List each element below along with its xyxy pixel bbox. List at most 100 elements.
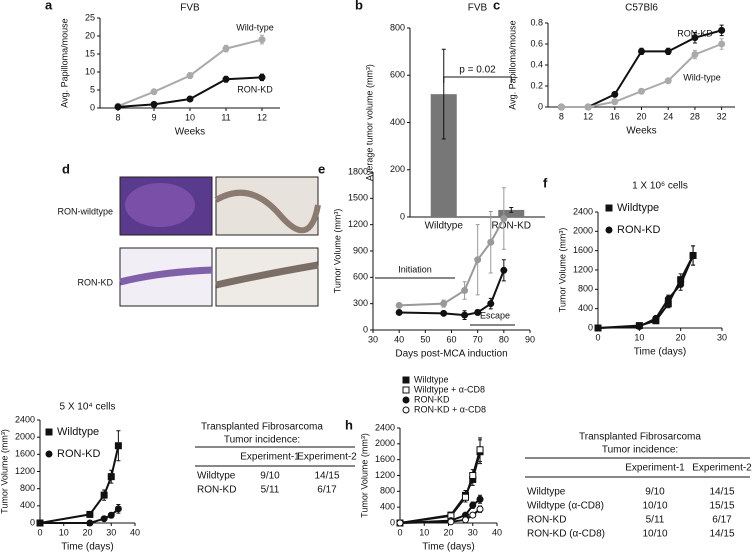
panel-label: f [543,175,548,190]
table-cell: 6/17 [317,485,337,496]
table-caption: Transplanted Fibrosarcoma [201,422,323,433]
marker [395,308,403,316]
table-cell: 9/10 [645,487,665,498]
table-header: Experiment-1 [240,452,300,463]
x-tick-label: 8 [559,111,564,121]
x-tick-label: 30 [717,332,727,342]
y-tick-label: 0 [400,211,405,221]
micrographs: d RON-wildtype RON-KD [57,161,321,307]
y-tick-label: 2000 [15,432,35,442]
marker [258,73,266,81]
x-tick-label: 0 [595,332,600,342]
legend-label: Wildtype + α-CD8 [414,384,485,394]
y-tick-label: 900 [353,245,368,255]
error-bar [509,207,514,213]
x-tick-label: 20 [82,527,92,537]
table-caption: Tumor incidence: [602,445,678,456]
y-tick-label: 400 [20,500,35,510]
y-tick-label: 800 [578,284,593,294]
marker [114,442,122,450]
panel-label: e [318,161,325,176]
x-tick-label: 0 [397,527,402,537]
marker [461,287,469,294]
legend-label: RON-KD + α-CD8 [414,404,486,414]
y-tick-label: 400 [390,117,405,127]
legend-marker [402,386,410,394]
y-tick-label: 0.8 [530,17,543,27]
x-axis-label: Weeks [175,127,205,138]
x-tick-label: 10 [59,527,69,537]
y-tick-label: 600 [390,70,405,80]
table-cell: Wildtype [197,471,236,482]
y-tick-label: 800 [390,22,405,32]
panel-label: d [62,161,70,176]
marker [474,256,482,264]
marker [584,103,592,111]
x-tick-label: 11 [221,112,230,122]
marker [500,215,508,223]
table-cell: 5/11 [646,515,665,526]
y-axis-label: Tumor Volume (mm³) [0,429,9,514]
y-tick-label: 2000 [375,438,395,448]
marker [107,511,115,519]
y-tick-label: 2400 [375,422,395,432]
annotation: Escape [480,310,510,320]
table-cell: 10/10 [642,501,667,512]
marker [440,309,448,317]
y-axis-label: Tumor Volume (mm³) [332,209,342,294]
table-header: Experiment-1 [625,463,685,474]
marker [611,90,619,98]
marker [107,473,115,481]
marker [100,515,108,523]
marker [638,87,645,95]
x-tick-label: 80 [499,334,509,344]
table-cell: RON-KD [197,485,236,496]
y-tick-label: 1200 [375,470,395,480]
table-cell: RON-KD [527,515,566,526]
x-tick-label: 30 [368,334,378,344]
y-tick-label: 0 [588,322,593,332]
table-cell: 5/11 [261,485,280,496]
tissue [214,189,321,234]
y-tick-label: 600 [353,272,368,282]
legend-label: Wildtype [617,202,659,214]
x-tick-label: 8 [115,112,120,122]
legend-marker [402,406,410,414]
y-tick-label: 1200 [15,466,35,476]
chart-title: C57Bl6 [625,3,658,14]
x-tick-label: 12 [257,112,267,122]
legend-marker [402,376,410,384]
marker [222,75,230,83]
x-tick-label: 90 [525,334,535,344]
y-tick-label: 0 [538,101,543,111]
x-tick-label: 50 [420,334,430,344]
error-bar [441,48,446,140]
y-tick-label: 2400 [573,206,593,216]
y-axis-label: Avg. Papilloma/mouse [59,18,69,107]
marker [447,518,455,526]
legend-marker [402,396,410,404]
y-tick-label: 2000 [573,226,593,236]
marker [114,505,122,513]
x-tick-label: 20 [443,527,453,537]
table-cell: Wildtype [527,487,566,498]
marker [186,72,194,80]
series-line [399,269,505,317]
row-label: RON-KD [78,277,114,287]
x-tick-label: 9 [151,112,156,122]
marker [718,40,726,48]
table-cell: 6/17 [712,515,732,526]
tissue [215,261,319,289]
x-axis-label: Weeks [626,126,656,137]
marker [557,103,565,111]
x-tick-label: RON-KD [492,221,531,232]
marker [461,311,469,319]
y-tick-label: 1500 [348,193,368,203]
x-tick-label: 60 [446,334,456,344]
marker [100,491,108,499]
y-tick-label: 20 [85,30,95,40]
x-tick-label: 40 [492,527,502,537]
table-cell: 15/15 [709,501,734,512]
panel-label: c [493,0,500,12]
